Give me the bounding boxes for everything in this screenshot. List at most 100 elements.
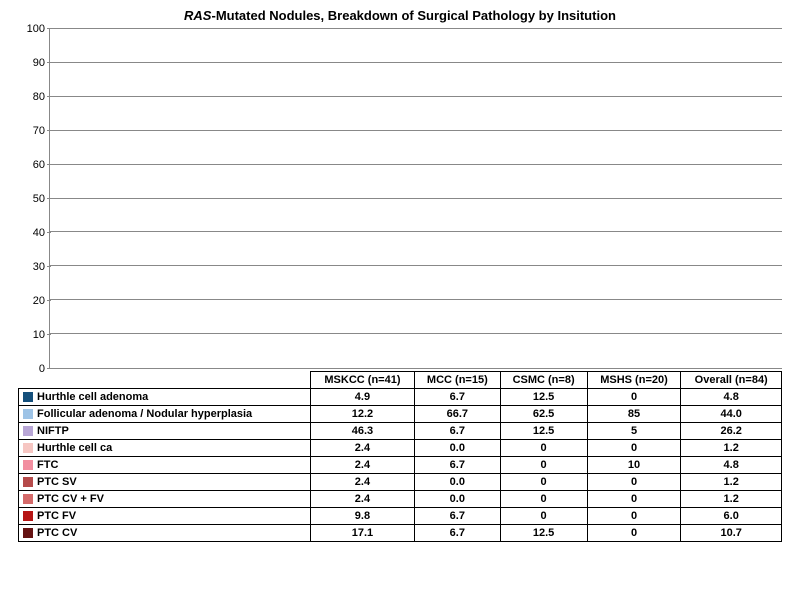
grid-line: [50, 62, 782, 63]
data-cell: 2.4: [310, 440, 414, 457]
data-cell: 5: [587, 423, 681, 440]
data-cell: 12.2: [310, 406, 414, 423]
legend-label: PTC CV + FV: [37, 493, 104, 505]
grid-line: [50, 28, 782, 29]
data-cell: 0: [500, 440, 587, 457]
category-header: CSMC (n=8): [500, 372, 587, 389]
data-cell: 4.9: [310, 389, 414, 406]
data-cell: 1.2: [681, 474, 782, 491]
data-cell: 4.8: [681, 389, 782, 406]
data-cell: 0: [587, 440, 681, 457]
legend-cell: PTC CV + FV: [19, 491, 311, 508]
table-row: Hurthle cell adenoma4.96.712.504.8: [19, 389, 782, 406]
data-cell: 0: [500, 508, 587, 525]
legend-label: PTC CV: [37, 527, 77, 539]
data-cell: 12.5: [500, 389, 587, 406]
table-row: PTC FV9.86.7006.0: [19, 508, 782, 525]
data-table: MSKCC (n=41)MCC (n=15)CSMC (n=8)MSHS (n=…: [18, 371, 782, 542]
title-italic: RAS: [184, 8, 211, 23]
data-cell: 10: [587, 457, 681, 474]
data-cell: 26.2: [681, 423, 782, 440]
bars-container: [50, 29, 782, 368]
legend-cell: NIFTP: [19, 423, 311, 440]
legend-label: PTC SV: [37, 476, 77, 488]
legend-swatch: [23, 426, 33, 436]
legend-cell: Hurthle cell adenoma: [19, 389, 311, 406]
chart-area: 0102030405060708090100: [18, 29, 782, 369]
bar-column: [489, 29, 635, 368]
grid-line: [50, 333, 782, 334]
legend-cell: PTC CV: [19, 525, 311, 542]
data-cell: 12.5: [500, 525, 587, 542]
data-cell: 10.7: [681, 525, 782, 542]
legend-cell: Hurthle cell ca: [19, 440, 311, 457]
table-corner: [19, 372, 311, 389]
category-header: Overall (n=84): [681, 372, 782, 389]
legend-swatch: [23, 511, 33, 521]
table-row: Follicular adenoma / Nodular hyperplasia…: [19, 406, 782, 423]
data-cell: 0.0: [415, 440, 501, 457]
bar-column: [50, 29, 196, 368]
legend-label: NIFTP: [37, 425, 69, 437]
bar-column: [343, 29, 489, 368]
data-cell: 4.8: [681, 457, 782, 474]
grid-line: [50, 96, 782, 97]
chart-title: RAS-Mutated Nodules, Breakdown of Surgic…: [8, 8, 792, 23]
legend-label: Hurthle cell ca: [37, 442, 112, 454]
legend-swatch: [23, 443, 33, 453]
data-cell: 0: [500, 491, 587, 508]
legend-cell: PTC SV: [19, 474, 311, 491]
legend-cell: FTC: [19, 457, 311, 474]
table-row: FTC2.46.70104.8: [19, 457, 782, 474]
data-cell: 6.7: [415, 525, 501, 542]
data-cell: 6.0: [681, 508, 782, 525]
y-tick-label: 10: [33, 329, 45, 341]
y-tick-label: 30: [33, 261, 45, 273]
bar-column: [196, 29, 342, 368]
data-cell: 1.2: [681, 440, 782, 457]
data-cell: 6.7: [415, 457, 501, 474]
data-cell: 2.4: [310, 491, 414, 508]
legend-label: PTC FV: [37, 510, 76, 522]
table-row: Hurthle cell ca2.40.0001.2: [19, 440, 782, 457]
data-cell: 66.7: [415, 406, 501, 423]
title-rest: -Mutated Nodules, Breakdown of Surgical …: [211, 8, 615, 23]
data-cell: 0: [587, 525, 681, 542]
category-header: MSHS (n=20): [587, 372, 681, 389]
grid-line: [50, 231, 782, 232]
category-header: MCC (n=15): [415, 372, 501, 389]
table-row: PTC SV2.40.0001.2: [19, 474, 782, 491]
y-tick-label: 80: [33, 91, 45, 103]
data-cell: 46.3: [310, 423, 414, 440]
data-cell: 0: [587, 508, 681, 525]
legend-swatch: [23, 477, 33, 487]
legend-swatch: [23, 494, 33, 504]
table-row: PTC CV + FV2.40.0001.2: [19, 491, 782, 508]
y-tick-label: 50: [33, 193, 45, 205]
legend-label: Follicular adenoma / Nodular hyperplasia: [37, 408, 252, 420]
y-axis: 0102030405060708090100: [18, 29, 50, 369]
legend-swatch: [23, 528, 33, 538]
data-cell: 0: [587, 491, 681, 508]
data-cell: 12.5: [500, 423, 587, 440]
data-cell: 6.7: [415, 389, 501, 406]
y-tick-label: 40: [33, 227, 45, 239]
legend-label: FTC: [37, 459, 58, 471]
data-cell: 62.5: [500, 406, 587, 423]
data-cell: 85: [587, 406, 681, 423]
legend-swatch: [23, 392, 33, 402]
data-cell: 2.4: [310, 474, 414, 491]
data-cell: 0: [500, 474, 587, 491]
table-row: NIFTP 46.36.712.5526.2: [19, 423, 782, 440]
data-cell: 6.7: [415, 423, 501, 440]
data-cell: 44.0: [681, 406, 782, 423]
grid-line: [50, 299, 782, 300]
grid-line: [50, 130, 782, 131]
y-tick-label: 70: [33, 125, 45, 137]
grid-line: [50, 265, 782, 266]
y-tick-label: 100: [27, 23, 45, 35]
legend-cell: Follicular adenoma / Nodular hyperplasia: [19, 406, 311, 423]
data-cell: 1.2: [681, 491, 782, 508]
category-header: MSKCC (n=41): [310, 372, 414, 389]
data-cell: 6.7: [415, 508, 501, 525]
